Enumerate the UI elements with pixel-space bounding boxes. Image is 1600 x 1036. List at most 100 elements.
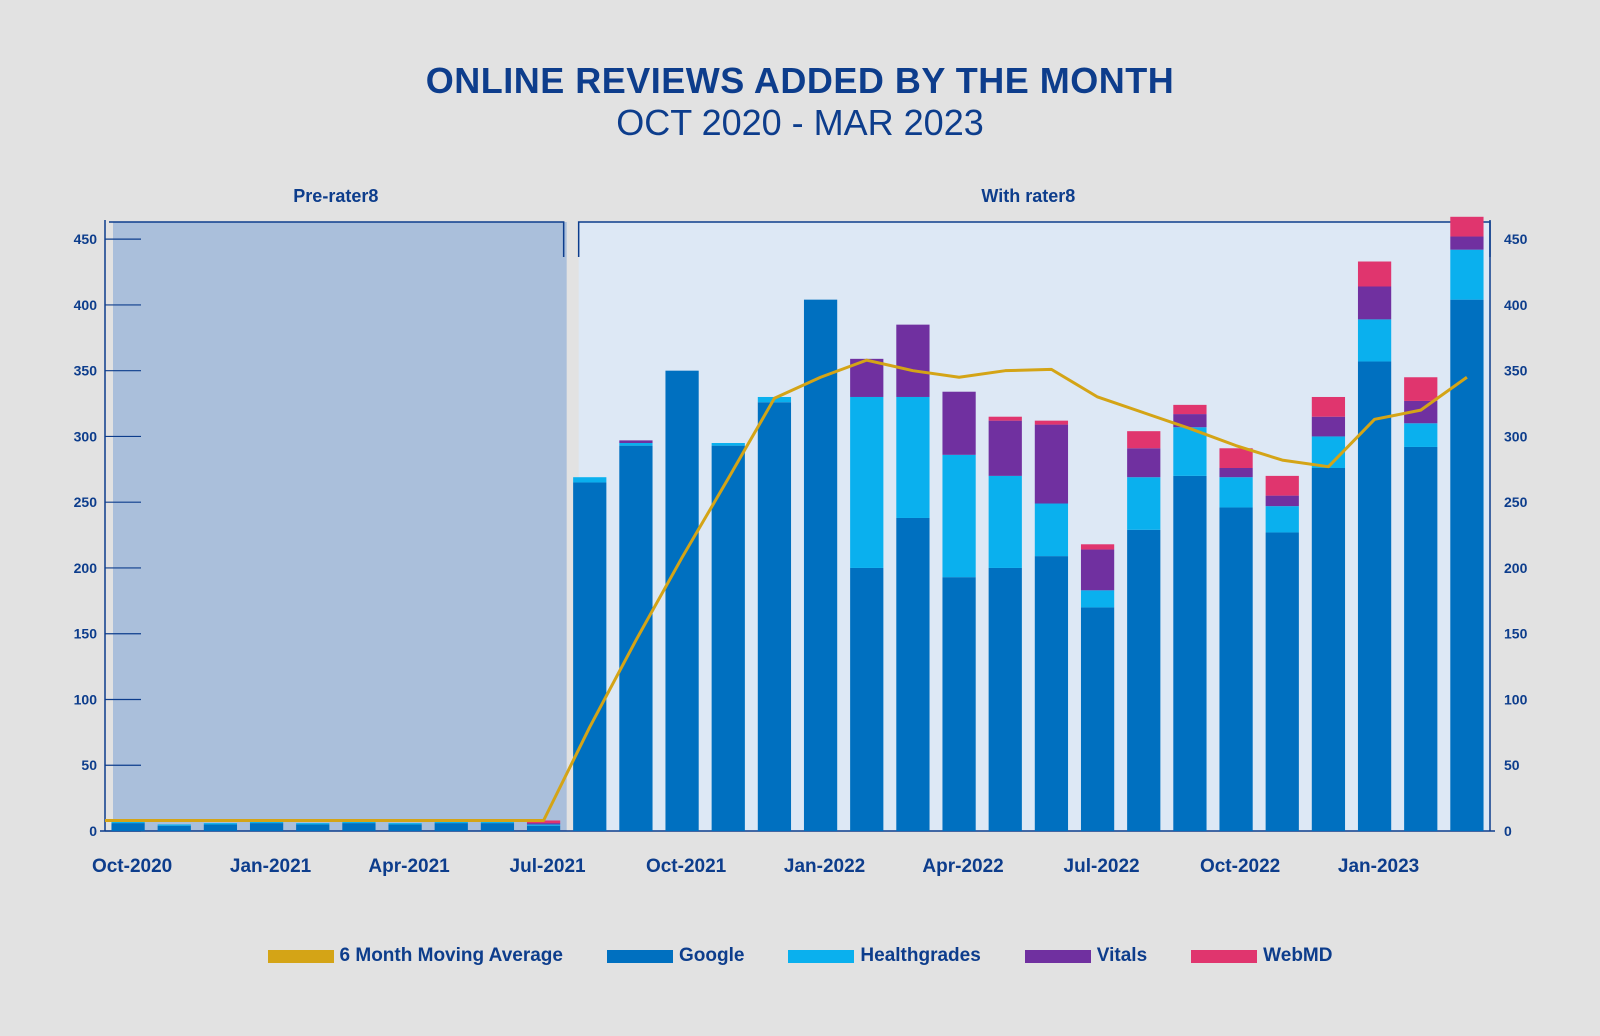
bar-segment-healthgrades [157,824,191,826]
legend-item: Healthgrades [788,945,981,967]
bar-segment-google [157,825,191,831]
bar-segment-vitals [1080,549,1115,591]
y-tick-label-right: 300 [1504,428,1528,444]
moving-average-line [105,358,1468,822]
bar-segment-healthgrades [480,821,515,824]
bar-segment-vitals [942,391,976,455]
legend-swatch [1191,949,1258,963]
legend-label: Healthgrades [860,945,981,966]
bar-segment-google [1080,607,1115,831]
y-tick-label-left: 200 [74,560,98,576]
y-tick-label-left: 0 [89,823,97,839]
y-tick-label-right: 350 [1504,363,1528,379]
x-tick-label: Jan-2023 [1338,856,1419,877]
bar-segment-healthgrades [1404,423,1438,447]
bar-segment-webmd [1450,216,1484,237]
bar-segment-healthgrades [988,475,1022,568]
bar-segment-webmd [1034,420,1069,425]
y-tick-label-left: 350 [74,363,98,379]
bar-segment-healthgrades [249,821,284,824]
x-tick-label: Apr-2021 [368,856,450,877]
bar-segment-webmd [1173,404,1207,415]
chart-subtitle: OCT 2020 - MAR 2023 [616,102,984,143]
x-tick-label: Oct-2020 [92,856,172,877]
bar-segment-webmd [1404,377,1438,401]
y-tick-label-left: 100 [74,691,98,707]
x-tick-label: Oct-2021 [646,856,727,877]
y-tick-label-right: 400 [1504,297,1528,313]
bar-segment-healthgrades [1034,503,1069,557]
bar-segment-google [1127,529,1161,831]
bar-segment-google [665,370,699,831]
y-tick-label-left: 400 [74,297,98,313]
bar-segment-google [342,823,376,831]
bar-segment-vitals [1127,448,1161,478]
bar-segment-healthgrades [942,454,976,578]
bar-segment-vitals [1450,236,1484,250]
bar-segment-healthgrades [896,396,930,518]
bar-segment-healthgrades [342,821,376,824]
y-tick-label-left: 50 [81,757,97,773]
x-tick-label: Apr-2022 [922,856,1003,877]
legend-item: 6 Month Moving Average [267,945,563,967]
legend-label: WebMD [1263,945,1333,966]
bar-segment-healthgrades [1127,477,1161,530]
bar-segment-vitals [1357,286,1392,320]
bar-segment-webmd [988,416,1022,421]
y-tick-label-right: 450 [1504,231,1528,247]
bar-segment-healthgrades [1265,506,1299,533]
bar-segment-google [803,299,838,831]
legend-item: WebMD [1191,945,1332,967]
bar-segment-webmd [1127,431,1161,449]
bar-segment-webmd [1219,448,1253,468]
legend-item: Vitals [1024,945,1148,967]
y-tick-label-left: 450 [74,231,98,247]
y-tick-label-right: 100 [1504,691,1528,707]
bar-segment-healthgrades [203,823,238,825]
x-tick-label: Jan-2022 [784,856,865,877]
bar-segment-google [203,824,238,831]
bar-segment-google [480,823,515,831]
bar-segment-google [1219,507,1253,831]
legend-label: Vitals [1096,945,1148,966]
bar-segment-google [1450,299,1484,831]
y-tick-label-right: 200 [1504,560,1528,576]
bar-segment-google [1404,446,1438,831]
y-tick-label-left: 150 [74,626,98,642]
bar-segment-vitals [1311,416,1346,437]
y-tick-label-left: 300 [74,428,98,444]
bar-segment-google [1357,361,1392,831]
legend-swatch [606,949,673,963]
legend-swatch [788,949,855,963]
pre-rater8-region [113,222,567,831]
bar-segment-google [111,823,145,831]
bar-segment-healthgrades [619,443,653,446]
x-tick-label: Jul-2022 [1064,856,1140,877]
bar-segment-vitals [1034,424,1069,504]
bar-segment-healthgrades [573,477,607,483]
bar-segment-healthgrades [850,396,884,568]
bar-segment-google [757,402,792,831]
chart-title: ONLINE REVIEWS ADDED BY THE MONTH [425,60,1175,101]
x-tick-label: Oct-2022 [1200,856,1280,877]
bar-segment-webmd [1080,544,1115,550]
bar-segment-google [388,824,422,831]
pre-rater8-label: Pre-rater8 [293,186,378,206]
bar-segment-vitals [1404,400,1438,424]
bar-segment-webmd [1357,261,1392,287]
legend-item: Google [606,945,744,967]
bar-segment-vitals [619,440,653,444]
bar-segment-google [434,823,468,831]
bar-segment-healthgrades [1219,477,1253,508]
bar-segment-vitals [1265,495,1299,507]
bar-segment-healthgrades [1450,249,1484,300]
bar-segment-healthgrades [1080,590,1115,608]
x-tick-label: Jan-2021 [230,856,312,877]
bar-segment-healthgrades [526,824,561,826]
bar-segment-google [896,517,930,831]
bar-segment-healthgrades [296,823,330,825]
bar-segment-google [850,567,884,831]
bar-segment-healthgrades [434,821,468,824]
pre-rater8-bracket [109,221,565,257]
